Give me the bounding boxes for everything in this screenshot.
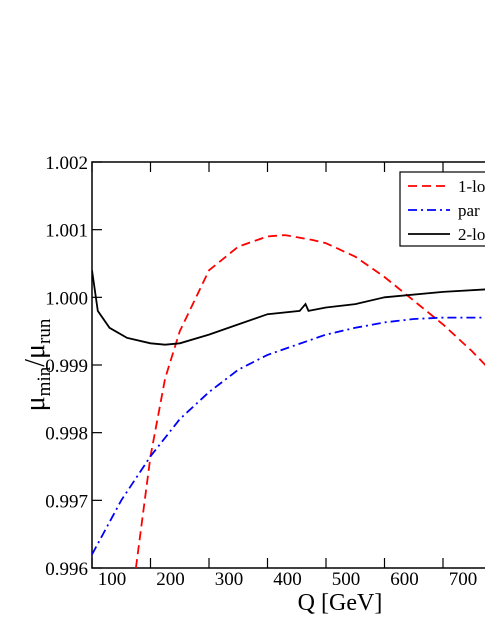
y-axis-label: μmin/μrun bbox=[20, 318, 55, 411]
x-tick-label: 400 bbox=[273, 569, 302, 590]
series-line bbox=[135, 234, 485, 568]
legend-label: 1-lo bbox=[458, 177, 485, 196]
x-tick-label: 100 bbox=[98, 569, 127, 590]
x-tick-label: 200 bbox=[156, 569, 185, 590]
y-tick-label: 0.996 bbox=[45, 559, 88, 580]
y-tick-label: 0.999 bbox=[45, 356, 88, 377]
y-tick-label: 1.001 bbox=[45, 221, 88, 242]
y-tick-label: 1.002 bbox=[45, 153, 88, 174]
x-tick-label: 600 bbox=[390, 569, 419, 590]
x-tick-label: 700 bbox=[449, 569, 478, 590]
x-axis-label: Q [GeV] bbox=[298, 590, 383, 616]
y-tick-label: 0.997 bbox=[45, 491, 88, 512]
series-line bbox=[92, 316, 485, 555]
legend-label: par bbox=[458, 201, 480, 220]
y-tick-label: 0.998 bbox=[45, 424, 88, 445]
y-label-part: /μ bbox=[20, 344, 51, 367]
x-tick-label: 300 bbox=[215, 569, 244, 590]
x-tick-label: 500 bbox=[332, 569, 361, 590]
y-label-part: min bbox=[34, 366, 55, 396]
y-label-part: run bbox=[34, 318, 55, 344]
series-line bbox=[92, 270, 485, 346]
y-label-part: μ bbox=[20, 396, 51, 411]
y-tick-label: 1.000 bbox=[45, 288, 88, 309]
legend-label: 2-lo bbox=[458, 225, 485, 244]
